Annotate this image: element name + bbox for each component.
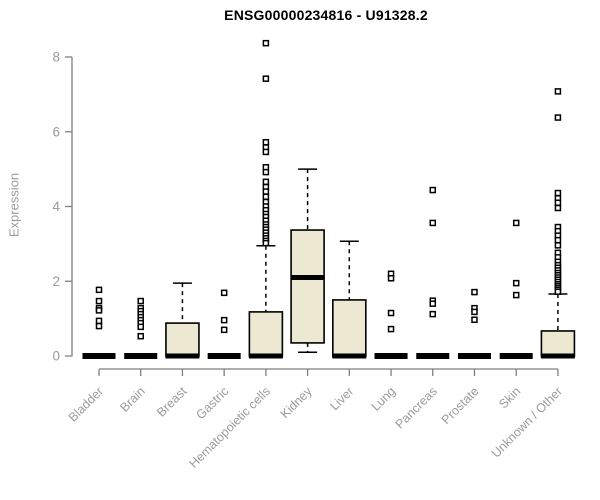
boxplot-collapsed-box [499, 353, 533, 359]
outlier-point [554, 189, 562, 197]
outlier-point [429, 300, 437, 307]
outlier-point [554, 204, 562, 212]
outlier-point [471, 288, 478, 296]
boxplot-collapsed-box [374, 353, 408, 359]
boxplot-box [248, 311, 284, 357]
boxplot-collapsed-box [457, 353, 491, 359]
outlier-point [220, 326, 228, 334]
x-tick-label: Prostate [439, 384, 482, 427]
outlier-point [220, 316, 228, 324]
x-tick-label: Unknown / Other [489, 384, 565, 460]
outlier-point [262, 193, 270, 201]
outlier-point [262, 239, 270, 247]
boxplot-collapsed-box [82, 353, 116, 359]
x-tick-label: Hematopoietic cells [186, 384, 273, 471]
x-tick-label: Gastric [193, 384, 231, 422]
outlier-point [262, 138, 270, 146]
outlier-point [95, 286, 103, 294]
outlier-point [220, 289, 228, 297]
outlier-point [471, 316, 478, 323]
outlier-point [429, 219, 437, 227]
x-tick-label: Skin [496, 384, 523, 411]
outlier-point [554, 236, 562, 244]
outlier-point [137, 332, 144, 340]
outlier-point [262, 168, 270, 176]
y-tick-label: 2 [52, 274, 60, 289]
x-tick-label: Lung [369, 384, 399, 414]
boxplot-box [332, 299, 367, 357]
outlier-point [554, 88, 562, 95]
outlier-point [554, 199, 562, 207]
x-tick-label: Bladder [66, 384, 106, 424]
boxplot-collapsed-box [124, 353, 158, 359]
boxplot-box [165, 322, 200, 357]
outlier-point [95, 297, 103, 305]
outlier-point [471, 308, 478, 316]
boxplot-collapsed-box [416, 353, 450, 359]
outlier-point [95, 322, 103, 330]
x-tick-label: Breast [154, 384, 190, 420]
outlier-point [387, 325, 395, 333]
y-tick-label: 6 [52, 124, 60, 139]
x-tick-label: Brain [117, 384, 148, 415]
outlier-point [137, 297, 144, 305]
outlier-point [262, 148, 270, 156]
y-tick-label: 8 [52, 50, 60, 65]
outlier-point [137, 323, 144, 331]
boxplot-box [290, 229, 325, 344]
outlier-point [387, 309, 395, 317]
boxplot-collapsed-box [207, 353, 241, 359]
y-tick-label: 4 [52, 199, 60, 214]
x-tick-label: Pancreas [393, 384, 440, 431]
outlier-point [387, 275, 395, 282]
outlier-point [512, 279, 520, 287]
chart-title: ENSG00000234816 - U91328.2 [224, 7, 428, 23]
outlier-point [262, 39, 270, 47]
outlier-point [262, 188, 270, 195]
outlier-point [262, 75, 270, 82]
outlier-point [554, 114, 562, 121]
boxplot-box [540, 330, 576, 357]
outlier-point [554, 242, 562, 249]
outlier-point [429, 310, 437, 318]
outlier-point [512, 291, 520, 299]
outlier-point [95, 317, 103, 325]
x-tick-label: Liver [327, 384, 356, 413]
x-tick-label: Kidney [278, 384, 315, 421]
outlier-point [429, 186, 437, 194]
outlier-point [554, 288, 562, 295]
outlier-point [95, 307, 103, 314]
outlier-point [512, 219, 520, 227]
y-tick-label: 0 [52, 349, 60, 364]
outlier-point [262, 178, 270, 186]
